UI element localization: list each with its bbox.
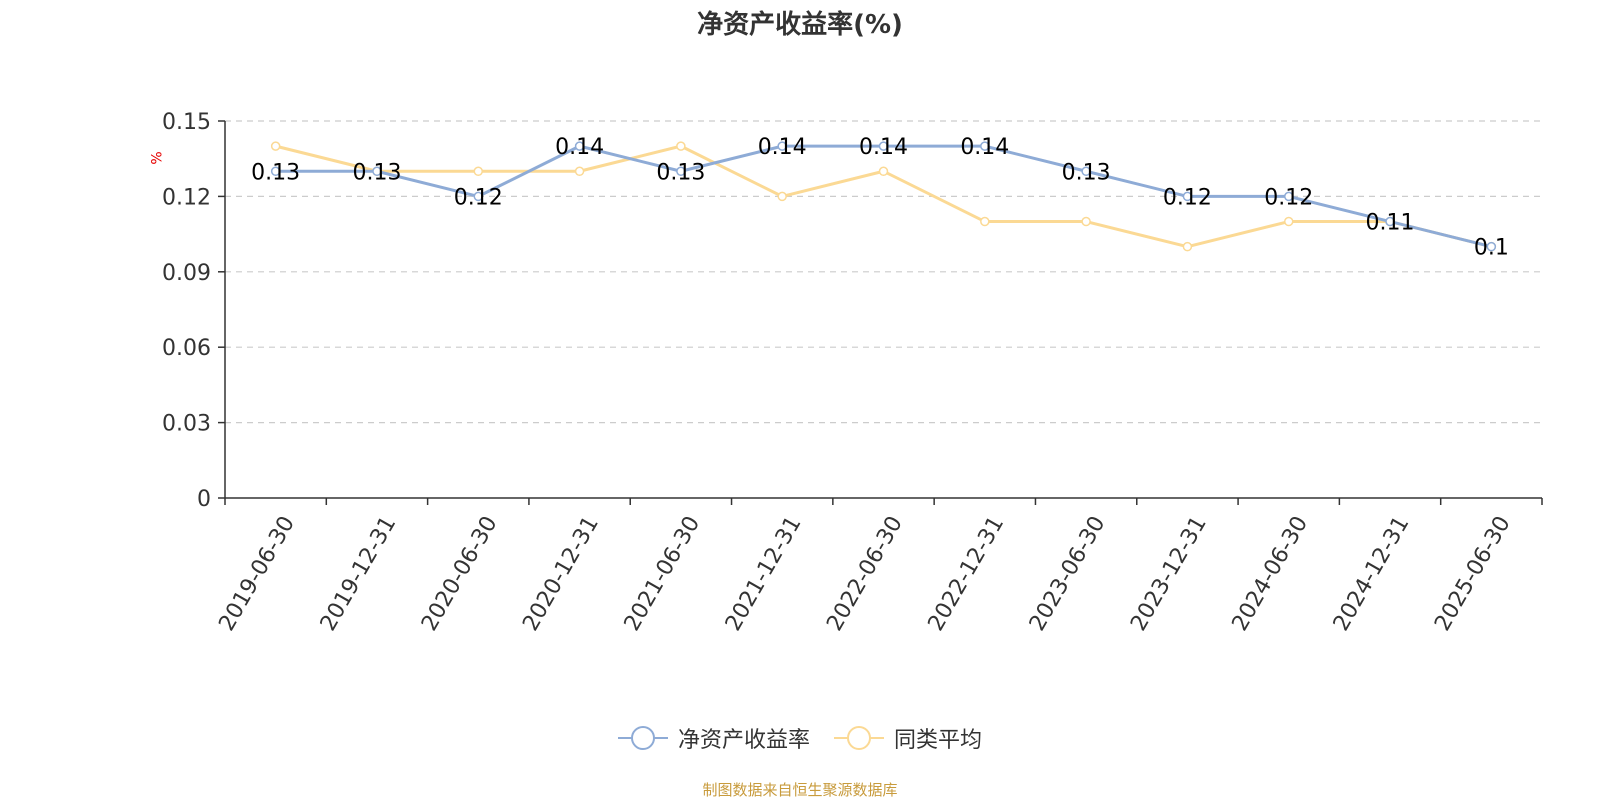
y-tick-label: 0.03 (162, 412, 211, 437)
data-label: 0.13 (251, 160, 300, 185)
x-tick-label: 2022-12-31 (924, 512, 1010, 635)
x-tick-label: 2023-12-31 (1126, 512, 1212, 635)
series-2-point (676, 141, 686, 151)
series-2-point (574, 166, 585, 177)
data-label: 0.13 (352, 160, 401, 185)
legend-item-series-2[interactable]: 同类平均 (834, 722, 982, 754)
x-tick-label: 2023-06-30 (1025, 512, 1111, 635)
series-1-point (473, 191, 484, 202)
y-tick-label: 0 (197, 487, 211, 512)
data-label: 0.12 (1264, 185, 1313, 210)
series-2-point (473, 166, 484, 177)
data-label: 0.14 (960, 135, 1009, 160)
series-2-point (1182, 241, 1193, 252)
legend-item-series-1[interactable]: 净资产收益率 (617, 722, 810, 754)
y-tick-label: 0.06 (162, 336, 211, 361)
data-label: 0.11 (1366, 211, 1415, 236)
series-1-point (676, 166, 686, 177)
series-2-point (270, 141, 281, 151)
x-tick-label: 2024-12-31 (1329, 512, 1415, 635)
series-1-point (777, 141, 787, 151)
legend-marker-series-2 (834, 726, 884, 750)
series-2-point (878, 166, 889, 177)
x-tick-label: 2019-12-31 (316, 512, 402, 635)
legend: 净资产收益率 同类平均 (0, 722, 1600, 754)
data-source-note: 制图数据来自恒生聚源数据库 (702, 781, 898, 799)
data-label: 0.12 (1163, 185, 1212, 210)
series-1-point (372, 166, 382, 177)
series-1-point (574, 141, 585, 151)
chart-title: 净资产收益率(%) (697, 10, 903, 40)
x-tick-label: 2022-06-30 (822, 512, 908, 635)
data-label: 0.14 (758, 135, 807, 160)
legend-label-series-2: 同类平均 (894, 728, 983, 753)
x-tick-label: 2024-06-30 (1228, 512, 1314, 635)
series-2-point (1283, 216, 1294, 227)
series-2-point (1081, 216, 1091, 227)
x-tick-label: 2025-06-30 (1430, 512, 1516, 635)
y-tick-label: 0.09 (162, 261, 211, 286)
series-1-point (1182, 191, 1193, 202)
data-label: 0.1 (1474, 236, 1509, 261)
legend-marker-series-1 (617, 726, 668, 750)
series-1-point (1283, 191, 1294, 202)
x-tick-label: 2020-12-31 (518, 512, 604, 635)
data-label: 0.14 (555, 135, 604, 160)
series-2-point (980, 216, 990, 227)
y-tick-label: 0.15 (162, 110, 211, 135)
data-label: 0.13 (1062, 160, 1111, 185)
y-tick-label: 0.12 (162, 185, 211, 210)
series-1-point (878, 141, 889, 151)
legend-label-series-1: 净资产收益率 (677, 728, 810, 753)
series-1-point (1081, 166, 1091, 177)
series-2-point (777, 191, 787, 202)
x-tick-label: 2020-06-30 (417, 512, 503, 635)
x-tick-label: 2021-06-30 (620, 512, 706, 635)
x-tick-label: 2021-12-31 (721, 512, 807, 635)
series-1-point (980, 141, 990, 151)
data-label: 0.13 (656, 160, 705, 185)
series-1-point (1385, 216, 1395, 227)
series-1-point (270, 166, 281, 177)
data-label: 0.12 (454, 185, 503, 210)
data-label: 0.14 (859, 135, 908, 160)
series-1-point (1486, 241, 1497, 252)
x-tick-label: 2019-06-30 (214, 512, 300, 635)
